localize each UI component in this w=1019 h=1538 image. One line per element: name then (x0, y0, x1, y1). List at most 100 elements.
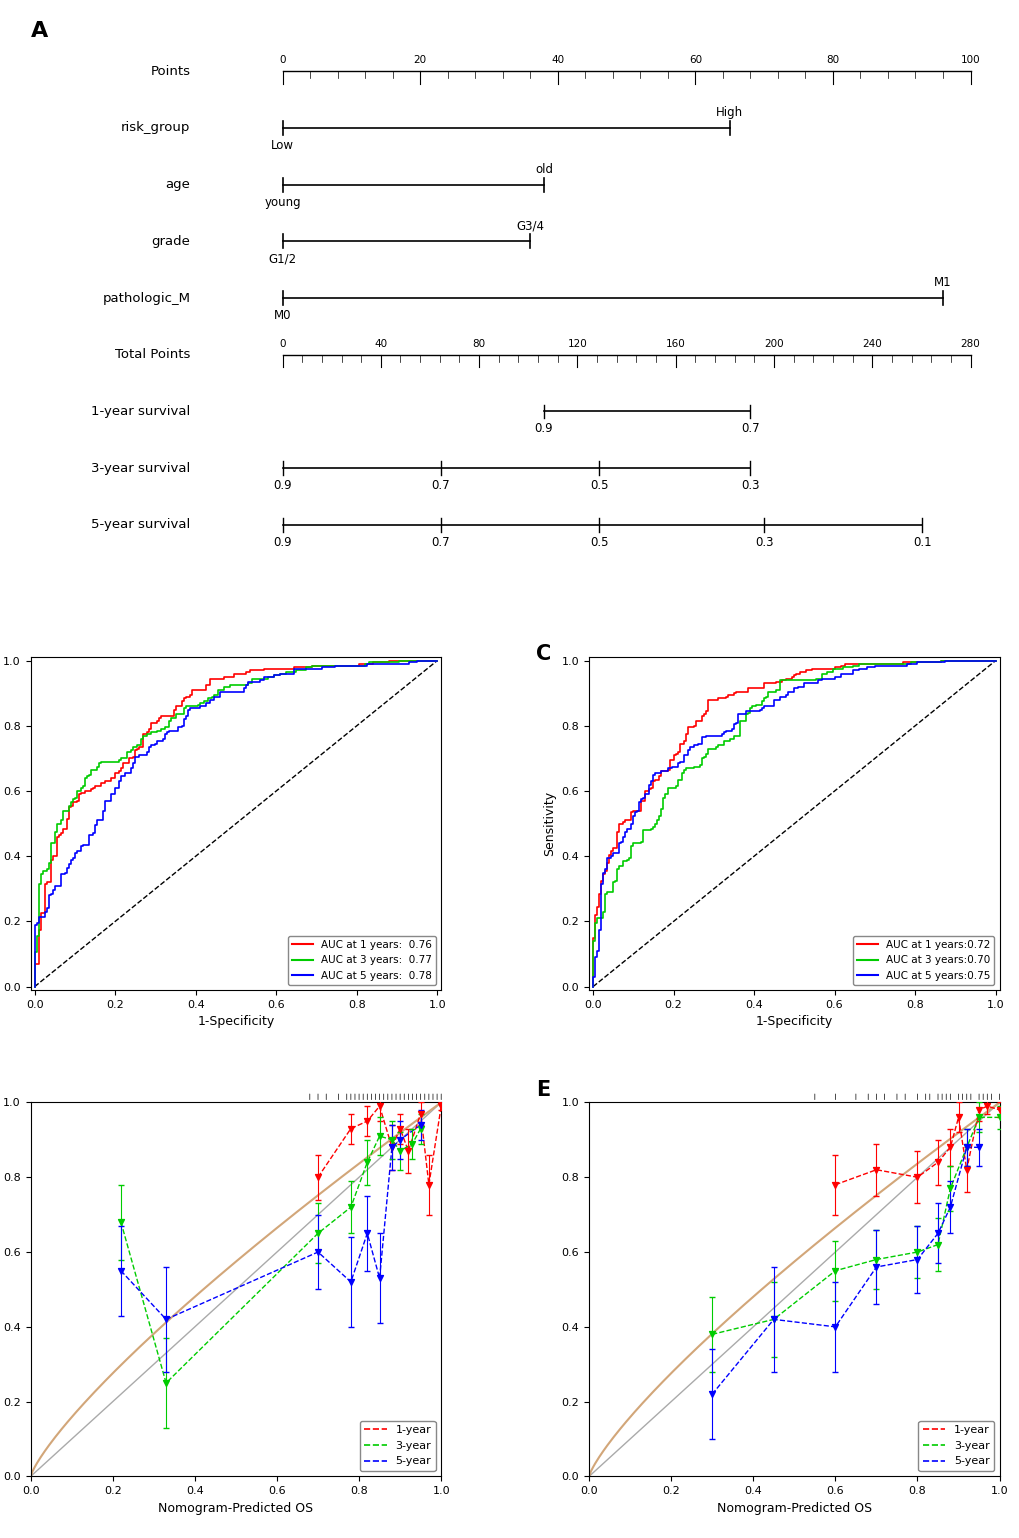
Text: 0.7: 0.7 (431, 535, 449, 549)
Point (412, 1117, 428, 1141)
Text: A: A (31, 22, 48, 42)
Text: 280: 280 (960, 338, 979, 349)
Text: 80: 80 (472, 338, 485, 349)
Text: 60: 60 (688, 55, 701, 65)
Text: Low: Low (271, 138, 293, 152)
Text: 3-year survival: 3-year survival (91, 461, 191, 475)
Point (383, 1135, 399, 1160)
Text: G3/4: G3/4 (516, 220, 544, 232)
Point (391, 1117, 408, 1141)
Point (929, 1150, 946, 1175)
Point (970, 1106, 986, 1130)
Point (867, 1158, 883, 1183)
Point (404, 1132, 420, 1157)
Text: Total Points: Total Points (115, 348, 191, 361)
Point (908, 1247, 924, 1272)
Text: young: young (264, 195, 301, 209)
Point (383, 1127, 399, 1152)
Point (867, 1255, 883, 1280)
Point (383, 1135, 399, 1160)
Text: age: age (165, 178, 191, 191)
Text: 0.9: 0.9 (273, 535, 291, 549)
Legend: 1-year, 3-year, 5-year: 1-year, 3-year, 5-year (917, 1421, 994, 1470)
Text: 20: 20 (413, 55, 426, 65)
Text: M1: M1 (933, 275, 951, 289)
Text: 80: 80 (825, 55, 839, 65)
X-axis label: Nomogram-Predicted OS: Nomogram-Predicted OS (158, 1501, 313, 1515)
Point (970, 1135, 986, 1160)
Point (433, 1094, 449, 1118)
Point (826, 1172, 843, 1197)
Text: 0.5: 0.5 (589, 480, 607, 492)
Text: grade: grade (152, 235, 191, 248)
Text: 40: 40 (550, 55, 564, 65)
Point (958, 1135, 974, 1160)
Point (958, 1135, 974, 1160)
Text: 1-year survival: 1-year survival (91, 404, 191, 418)
Text: 0.9: 0.9 (273, 480, 291, 492)
Point (342, 1195, 359, 1220)
Point (908, 1240, 924, 1264)
Text: pathologic_M: pathologic_M (102, 292, 191, 305)
Point (958, 1158, 974, 1183)
Text: 120: 120 (567, 338, 587, 349)
Point (826, 1315, 843, 1340)
Point (342, 1117, 359, 1141)
Point (420, 1172, 436, 1197)
Text: risk_group: risk_group (121, 122, 191, 134)
Point (826, 1258, 843, 1283)
Point (990, 1106, 1007, 1130)
Text: 0: 0 (279, 338, 285, 349)
Point (391, 1138, 408, 1163)
Point (158, 1307, 174, 1332)
Text: 0.1: 0.1 (912, 535, 930, 549)
Text: High: High (715, 106, 743, 118)
Text: 5-year survival: 5-year survival (91, 518, 191, 532)
Point (929, 1221, 946, 1246)
Text: Points: Points (151, 65, 191, 77)
Text: 240: 240 (861, 338, 881, 349)
X-axis label: Nomogram-Predicted OS: Nomogram-Predicted OS (716, 1501, 871, 1515)
Text: old: old (534, 163, 552, 175)
Text: 0.9: 0.9 (534, 423, 552, 435)
Point (990, 1098, 1007, 1123)
Point (399, 1138, 416, 1163)
Point (942, 1135, 958, 1160)
Point (765, 1307, 782, 1332)
X-axis label: 1-Specificity: 1-Specificity (755, 1015, 833, 1029)
Point (412, 1112, 428, 1137)
Point (978, 1094, 995, 1118)
Point (158, 1370, 174, 1395)
Point (371, 1124, 387, 1149)
X-axis label: 1-Specificity: 1-Specificity (197, 1015, 274, 1029)
Legend: AUC at 1 years:  0.76, AUC at 3 years:  0.77, AUC at 5 years:  0.78: AUC at 1 years: 0.76, AUC at 3 years: 0.… (287, 937, 435, 984)
Point (703, 1381, 719, 1406)
Point (113, 1210, 129, 1235)
Point (371, 1094, 387, 1118)
Text: 40: 40 (374, 338, 387, 349)
Text: 0: 0 (279, 55, 285, 65)
Text: 0.5: 0.5 (589, 535, 607, 549)
Point (391, 1127, 408, 1152)
Text: E: E (535, 1080, 549, 1100)
Text: 0.7: 0.7 (431, 480, 449, 492)
Text: 0.3: 0.3 (741, 480, 759, 492)
Point (359, 1221, 375, 1246)
Point (359, 1109, 375, 1134)
Point (765, 1307, 782, 1332)
Point (310, 1221, 326, 1246)
Point (908, 1164, 924, 1189)
Point (867, 1247, 883, 1272)
Point (310, 1164, 326, 1189)
Legend: AUC at 1 years:0.72, AUC at 3 years:0.70, AUC at 5 years:0.75: AUC at 1 years:0.72, AUC at 3 years:0.70… (852, 937, 994, 984)
Text: C: C (535, 644, 550, 664)
Point (942, 1195, 958, 1220)
Text: 160: 160 (665, 338, 685, 349)
Text: M0: M0 (273, 309, 291, 321)
Point (371, 1266, 387, 1290)
Legend: 1-year, 3-year, 5-year: 1-year, 3-year, 5-year (360, 1421, 435, 1470)
Text: G1/2: G1/2 (268, 252, 297, 265)
Point (929, 1232, 946, 1257)
Point (970, 1098, 986, 1123)
Text: 0.7: 0.7 (741, 423, 759, 435)
